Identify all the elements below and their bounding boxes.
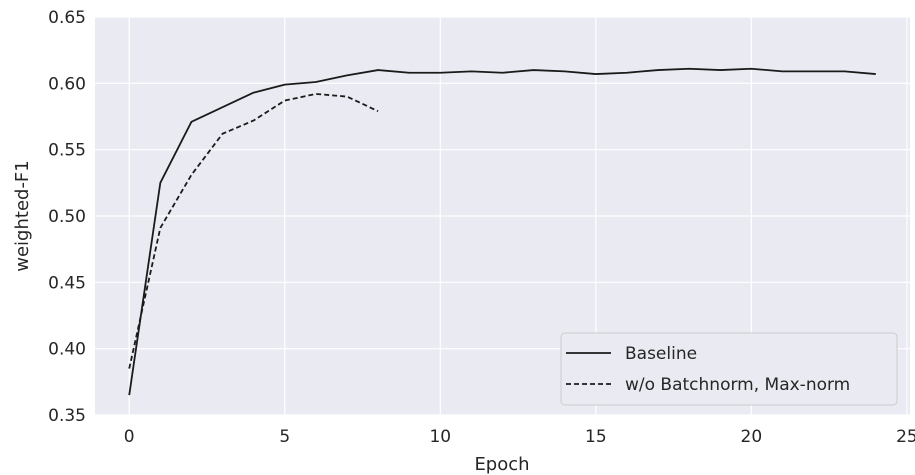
y-tick-label: 0.40 <box>48 340 86 360</box>
y-tick-label: 0.60 <box>48 74 86 94</box>
y-tick-labels: 0.35 0.40 0.45 0.50 0.55 0.60 0.65 <box>48 8 86 426</box>
x-tick-label: 15 <box>585 427 607 447</box>
series-line-ablation <box>128 93 379 369</box>
x-tick-labels: 0 5 10 15 20 25 <box>124 427 915 447</box>
legend-label-baseline: Baseline <box>625 344 697 364</box>
y-tick-label: 0.45 <box>48 273 86 293</box>
x-tick-label: 10 <box>429 427 451 447</box>
y-tick-label: 0.65 <box>48 8 86 28</box>
x-tick-label: 25 <box>896 427 915 447</box>
legend-box <box>560 332 898 406</box>
legend-label-ablation: w/o Batchnorm, Max-norm <box>625 375 850 395</box>
series-line-baseline <box>128 67 876 396</box>
x-tick-label: 5 <box>279 427 290 447</box>
y-axis-label: weighted-F1 <box>12 160 33 272</box>
y-tick-label: 0.35 <box>48 406 86 426</box>
x-tick-label: 20 <box>741 427 763 447</box>
series-lines <box>128 67 876 396</box>
grid-lines <box>95 16 910 416</box>
x-axis-label: Epoch <box>474 454 529 475</box>
y-tick-label: 0.55 <box>48 141 86 161</box>
x-tick-label: 0 <box>124 427 135 447</box>
legend: Baseline w/o Batchnorm, Max-norm <box>560 332 898 406</box>
y-tick-label: 0.50 <box>48 207 86 227</box>
